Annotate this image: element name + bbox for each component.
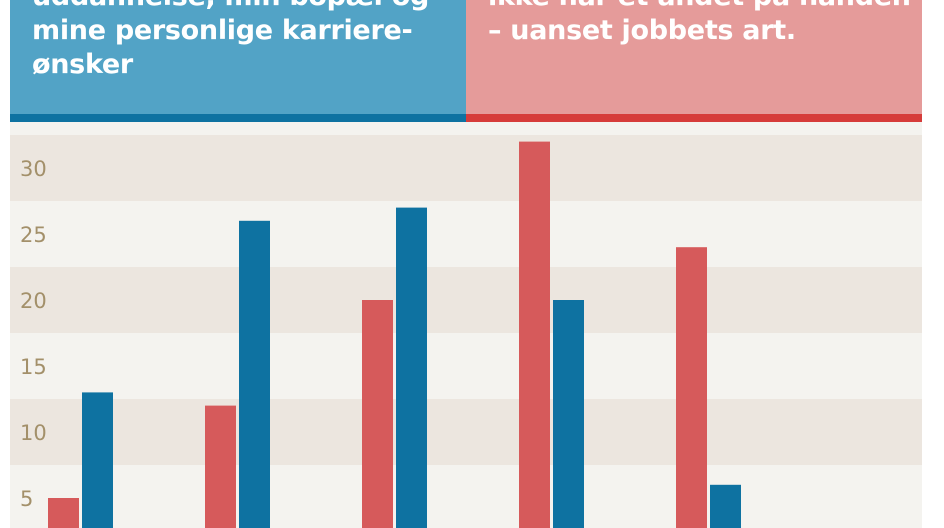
left-header-text: uddannelse, min bopæl og mine personlige… <box>32 0 452 82</box>
left-header-line-3: ønsker <box>32 49 133 80</box>
background-band <box>10 122 922 135</box>
background-band <box>10 201 922 267</box>
background-band <box>10 399 922 465</box>
background-band <box>10 267 922 333</box>
blue-bar <box>82 392 113 528</box>
left-header-panel: uddannelse, min bopæl og mine personlige… <box>10 0 466 114</box>
right-header-line-1: ikke har et andet på hånden <box>488 0 911 14</box>
red-bar <box>48 498 79 528</box>
chart-bars <box>48 141 741 528</box>
left-header-line-1: uddannelse, min bopæl og <box>32 0 452 14</box>
chart-background-bands <box>10 122 922 528</box>
y-tick-label: 5 <box>20 487 33 511</box>
y-tick-label: 10 <box>20 421 47 445</box>
right-header-text: ikke har et andet på hånden – uanset job… <box>488 0 911 48</box>
background-band <box>10 465 922 528</box>
y-tick-label: 15 <box>20 355 47 379</box>
left-header-line-2: mine personlige karriere- <box>32 15 413 46</box>
blue-bar <box>396 207 427 528</box>
blue-bar <box>553 300 584 528</box>
red-bar <box>519 141 550 528</box>
right-header-line-2: – uanset jobbets art. <box>488 15 796 46</box>
red-bar <box>362 300 393 528</box>
blue-bar <box>710 484 741 528</box>
left-header-underline <box>10 114 466 122</box>
background-band <box>10 333 922 399</box>
blue-bar <box>239 220 270 528</box>
red-bar <box>205 405 236 528</box>
right-header-panel: ikke har et andet på hånden – uanset job… <box>466 0 922 114</box>
y-tick-label: 25 <box>20 223 47 247</box>
red-bar <box>676 247 707 528</box>
background-band <box>10 135 922 201</box>
y-tick-label: 30 <box>20 157 47 181</box>
right-header-underline <box>466 114 922 122</box>
y-axis-tick-labels: 5 10 15 20 25 30 <box>20 157 47 511</box>
y-tick-label: 20 <box>20 289 47 313</box>
